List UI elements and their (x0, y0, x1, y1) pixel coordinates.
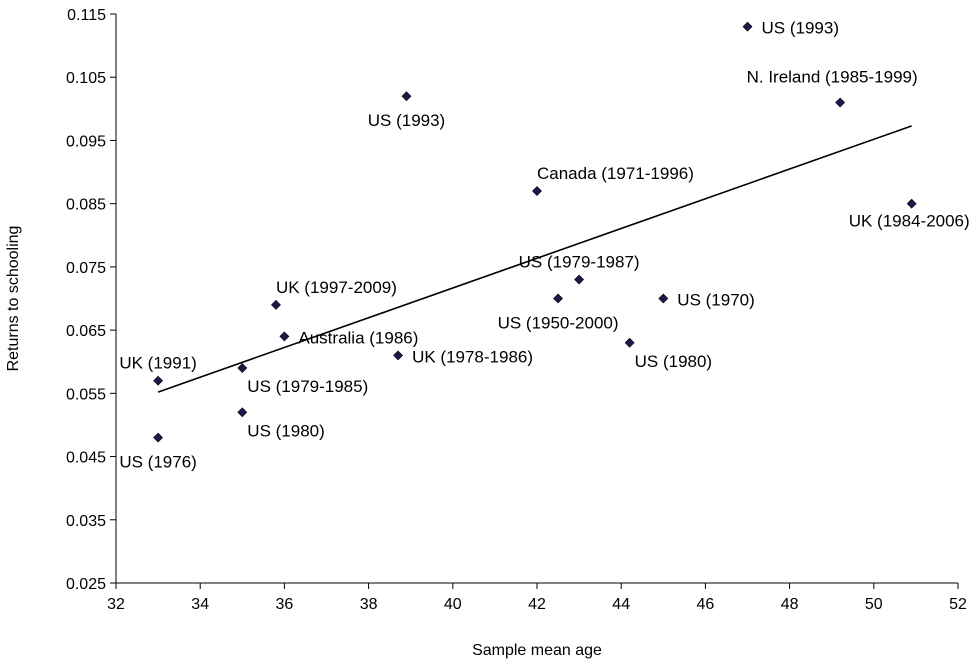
data-point-marker (237, 407, 248, 418)
data-points (153, 21, 917, 443)
x-axis-ticks: 32 34 36 38 40 42 44 46 48 50 52 (107, 583, 967, 613)
y-tick-label: 0.085 (66, 197, 106, 214)
x-tick-label: 42 (528, 596, 546, 613)
data-point-marker (835, 97, 846, 108)
x-tick-label: 38 (360, 596, 378, 613)
trendline-group (157, 125, 912, 393)
point-labels: US (1993) N. Ireland (1985-1999) US (1993)… (119, 19, 969, 472)
y-tick-label: 0.055 (66, 386, 106, 403)
data-point-marker (624, 337, 635, 348)
data-point-label: N. Ireland (1985-1999) (747, 68, 918, 87)
data-point-marker (153, 375, 164, 386)
x-tick-label: 32 (107, 596, 125, 613)
data-point-label: UK (1984-2006) (849, 212, 970, 231)
data-point-marker (393, 350, 403, 361)
data-point-marker (742, 21, 753, 32)
y-tick-label: 0.095 (66, 133, 106, 150)
y-tick-label: 0.065 (66, 323, 106, 340)
data-point-marker (532, 186, 542, 196)
y-tick-label: 0.075 (66, 260, 106, 277)
y-axis-ticks: 0.025 0.035 0.045 0.055 0.065 0.075 0.085 0.095… (66, 7, 116, 593)
x-tick-label: 50 (865, 596, 883, 613)
data-point-label: Canada (1971-1996) (537, 164, 694, 183)
y-tick-label: 0.025 (66, 576, 106, 593)
y-tick-label: 0.105 (66, 70, 106, 87)
data-point-marker (237, 363, 248, 373)
x-axis-title: Sample mean age (472, 642, 602, 659)
data-point-marker (574, 274, 585, 285)
data-point-label: US (1979-1987) (519, 253, 640, 272)
y-tick-label: 0.035 (66, 513, 106, 530)
data-point-label: US (1970) (677, 291, 754, 310)
data-point-marker (271, 299, 281, 310)
trendline (157, 125, 912, 393)
x-tick-label: 44 (612, 596, 630, 613)
data-point-label: UK (1991) (119, 354, 196, 373)
data-point-marker (906, 198, 917, 209)
x-tick-label: 36 (276, 596, 294, 613)
y-tick-label: 0.115 (67, 7, 106, 24)
data-point-marker (401, 91, 412, 102)
data-point-label: Australia (1986) (298, 328, 418, 347)
data-point-marker (153, 432, 164, 443)
data-point-label: US (1993) (762, 19, 839, 38)
x-tick-label: 52 (949, 596, 967, 613)
data-point-label: US (1980) (635, 352, 712, 371)
data-point-label: US (1950-2000) (498, 314, 619, 333)
x-tick-label: 40 (444, 596, 462, 613)
data-point-label: UK (1997-2009) (276, 278, 397, 297)
data-point-marker (658, 293, 669, 304)
data-point-label: US (1993) (368, 111, 445, 130)
data-point-label: UK (1978-1986) (412, 347, 533, 366)
y-tick-label: 0.045 (66, 450, 106, 467)
data-point-marker (553, 293, 563, 304)
data-point-label: US (1979-1985) (247, 377, 368, 396)
data-point-marker (279, 331, 290, 342)
axes (115, 14, 958, 584)
x-tick-label: 34 (191, 596, 209, 613)
data-point-label: US (1976) (119, 453, 196, 472)
x-tick-label: 46 (697, 596, 715, 613)
y-axis-title: Returns to schooling (5, 226, 22, 372)
x-tick-label: 48 (781, 596, 799, 613)
data-point-label: US (1980) (247, 421, 324, 440)
